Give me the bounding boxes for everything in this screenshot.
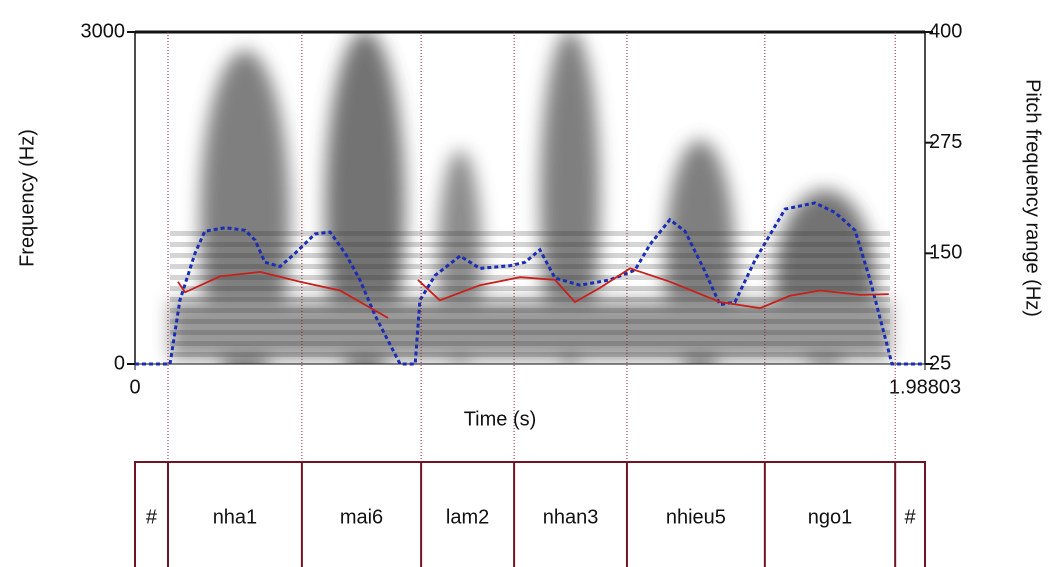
tier-label: #: [905, 506, 917, 528]
pitch-line: [135, 201, 925, 366]
y2-axis-title: Pitch frequency range (Hz): [1022, 79, 1044, 317]
tier-label: mai6: [340, 506, 383, 528]
y2-tick-label: 25: [929, 352, 951, 374]
tier-label: #: [146, 506, 158, 528]
tier-label: nhieu5: [666, 506, 726, 528]
y2-tick-label: 275: [929, 131, 962, 153]
y-tick-label: 3000: [81, 20, 126, 42]
tier-label: nha1: [213, 506, 258, 528]
y-tick-label: 0: [114, 352, 125, 374]
x-tick-label: 0: [129, 376, 140, 398]
y2-tick-label: 400: [929, 20, 962, 42]
tier-label: nhan3: [543, 506, 599, 528]
pitch-line: [177, 267, 889, 319]
spectrogram: [170, 32, 890, 364]
x-tick-label: 1.98803: [889, 376, 961, 398]
tier-label: lam2: [446, 506, 489, 528]
tier-label: ngo1: [808, 506, 853, 528]
tier-box: [134, 461, 926, 567]
y2-tick-label: 150: [929, 242, 962, 264]
x-axis-title: Time (s): [464, 408, 537, 430]
y-axis-title: Frequency (Hz): [16, 129, 38, 267]
